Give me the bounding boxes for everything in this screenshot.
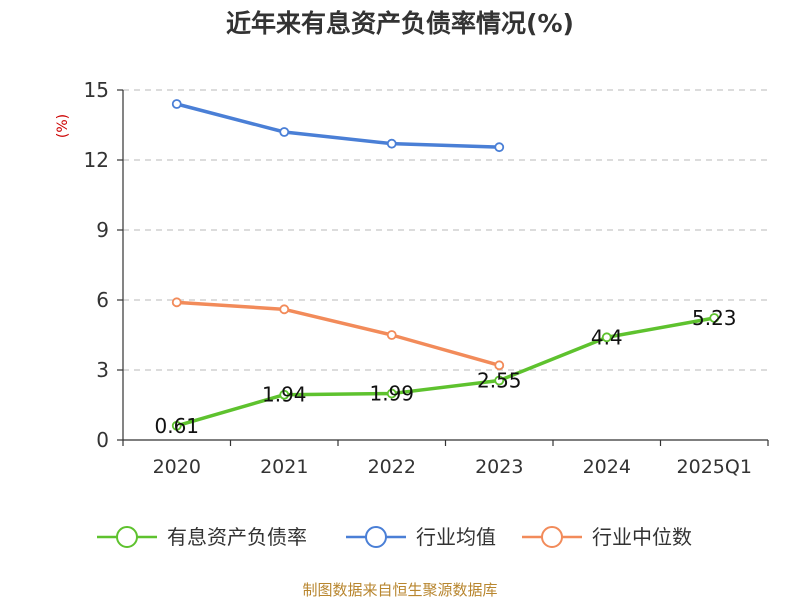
source-note: 制图数据来自恒生聚源数据库 [302, 581, 497, 599]
legend-marker [541, 526, 563, 548]
y-tick-label: 0 [96, 428, 109, 452]
grid-lines [123, 89, 768, 371]
data-point [494, 360, 505, 371]
x-tick-label: 2023 [475, 456, 523, 478]
x-tick-label: 2025Q1 [677, 456, 752, 478]
data-point [279, 127, 290, 137]
data-label: 4.4 [591, 325, 623, 349]
data-labels: 0.61 1.94 1.99 2.55 4.4 5.23 [154, 306, 736, 438]
series-line-1 [176, 102, 500, 149]
x-tick-label: 2021 [260, 456, 308, 478]
data-point [279, 389, 290, 400]
legend-marker [365, 526, 387, 548]
data-label: 1.99 [369, 382, 414, 406]
y-tick-label: 12 [84, 148, 109, 172]
data-point [386, 330, 397, 340]
legend: 有息资产负债率 行业均值 行业中位数 [97, 525, 692, 549]
axes: 0 3 6 9 12 15 2020 2021 2022 2023 2024 2025Q1 [84, 78, 769, 478]
data-point [171, 297, 182, 308]
series-line-2 [176, 300, 500, 368]
series-lines [171, 99, 720, 431]
legend-label: 行业中位数 [592, 525, 692, 549]
chart-title: 近年来有息资产负债率情况(%) [226, 9, 574, 38]
data-point [709, 313, 720, 323]
data-point [171, 99, 182, 109]
data-point [386, 388, 397, 399]
data-label: 5.23 [692, 306, 737, 330]
data-label: 0.61 [154, 414, 199, 438]
data-point [279, 304, 290, 315]
x-tick-label: 2024 [583, 456, 631, 478]
data-point [171, 420, 182, 431]
data-label: 2.55 [477, 369, 522, 393]
y-tick-label: 6 [96, 288, 109, 312]
y-tick-label: 15 [84, 78, 109, 102]
data-point [386, 138, 397, 149]
x-tick-label: 2020 [153, 456, 201, 478]
data-point [601, 332, 612, 343]
series-line-0 [176, 316, 715, 428]
data-point [494, 375, 505, 386]
legend-marker [116, 526, 138, 548]
legend-label: 有息资产负债率 [167, 525, 307, 549]
y-tick-label: 3 [96, 358, 109, 382]
x-tick-label: 2022 [368, 456, 416, 478]
data-point [494, 142, 505, 153]
y-tick-label: 9 [96, 218, 109, 242]
legend-label: 行业均值 [416, 525, 496, 549]
data-label: 1.94 [262, 383, 307, 407]
y-axis-unit: (%) [55, 114, 71, 138]
